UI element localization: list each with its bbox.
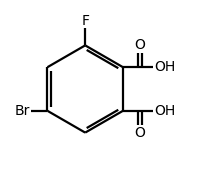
Text: OH: OH [154, 60, 175, 74]
Text: Br: Br [14, 104, 30, 118]
Text: OH: OH [154, 104, 175, 118]
Text: O: O [135, 126, 145, 140]
Text: F: F [81, 14, 89, 28]
Text: O: O [135, 38, 145, 52]
